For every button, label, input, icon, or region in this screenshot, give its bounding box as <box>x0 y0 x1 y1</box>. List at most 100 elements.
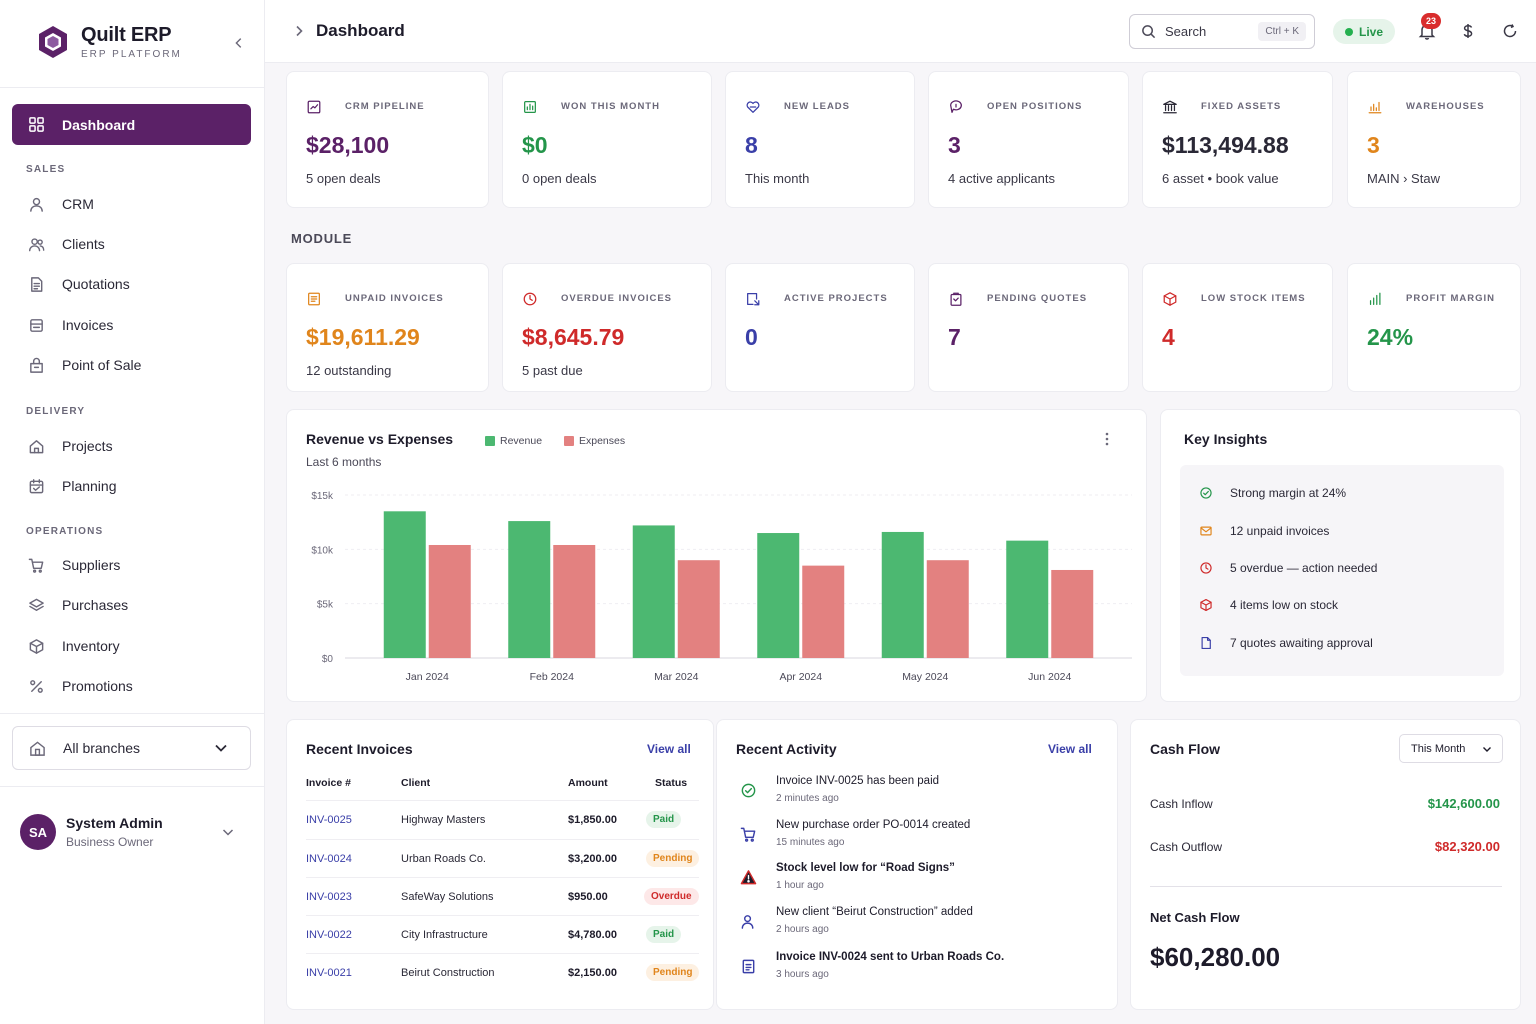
kpi-card-unpaid-invoices[interactable]: UNPAID INVOICES $19,611.29 12 outstanding <box>286 263 489 392</box>
sidebar-item-suppliers[interactable]: Suppliers <box>12 547 251 583</box>
kpi-label: PROFIT MARGIN <box>1406 293 1495 304</box>
kpi-card-warehouses[interactable]: WAREHOUSES 3 MAIN › Staw <box>1347 71 1521 208</box>
table-row[interactable]: INV-0025 Highway Masters $1,850.00 Paid <box>306 800 699 838</box>
activity-time: 1 hour ago <box>776 880 824 891</box>
invoices-view-all-link[interactable]: View all <box>647 742 691 756</box>
bar-expenses-1[interactable] <box>553 544 596 658</box>
sidebar-item-promotions[interactable]: Promotions <box>12 668 251 704</box>
collapse-sidebar-button[interactable] <box>230 36 248 54</box>
column-header-client: Client <box>401 777 431 789</box>
sidebar-item-planning[interactable]: Planning <box>12 468 251 504</box>
bar-revenue-3[interactable] <box>757 533 800 658</box>
table-row[interactable]: INV-0021 Beirut Construction $2,150.00 Pend… <box>306 953 700 991</box>
kpi-card-active-projects[interactable]: ACTIVE PROJECTS 0 <box>725 263 915 392</box>
legend-revenue[interactable]: Revenue <box>485 435 542 447</box>
branch-select[interactable]: All branches <box>12 726 251 770</box>
bar-revenue-4[interactable] <box>881 531 924 658</box>
insight-item[interactable]: 7 quotes awaiting approval <box>1198 633 1373 653</box>
kpi-card-overdue-invoices[interactable]: OVERDUE INVOICES $8,645.79 5 past due <box>502 263 712 392</box>
legend-label-expenses: Expenses <box>579 435 626 447</box>
activity-item[interactable]: Invoice INV-0024 sent to Urban Roads Co.… <box>736 951 1096 987</box>
kpi-card-new-leads[interactable]: NEW LEADS 8 This month <box>725 71 915 208</box>
x-tick-label: Feb 2024 <box>530 671 575 683</box>
table-row[interactable]: INV-0024 Urban Roads Co. $3,200.00 Pending <box>306 839 700 877</box>
bar-revenue-1[interactable] <box>508 521 551 658</box>
bar-expenses-2[interactable] <box>677 560 720 658</box>
bar-revenue-2[interactable] <box>632 525 675 658</box>
activity-item[interactable]: Stock level low for “Road Signs” 1 hour a… <box>736 862 1096 898</box>
invoice-client: SafeWay Solutions <box>401 891 494 903</box>
building-icon <box>28 739 46 757</box>
chevron-right-icon[interactable] <box>292 24 306 38</box>
kpi-card-low-stock-items[interactable]: LOW STOCK ITEMS 4 <box>1142 263 1333 392</box>
table-row[interactable]: INV-0022 City Infrastructure $4,780.00 Paid <box>306 915 699 953</box>
kpi-label: ACTIVE PROJECTS <box>784 293 888 304</box>
status-badge: Pending <box>646 964 700 981</box>
sidebar-item-projects[interactable]: Projects <box>12 428 251 464</box>
sidebar-item-clients[interactable]: Clients <box>12 226 251 262</box>
percent-icon <box>27 677 45 695</box>
sidebar-item-label: Quotations <box>62 276 130 292</box>
home-icon <box>27 437 45 455</box>
insight-item[interactable]: 4 items low on stock <box>1198 595 1338 615</box>
status-badge: Paid <box>646 926 682 943</box>
invoice-number[interactable]: INV-0024 <box>306 853 352 865</box>
sidebar-divider <box>0 786 265 787</box>
bar-expenses-3[interactable] <box>802 565 845 658</box>
insight-item[interactable]: 12 unpaid invoices <box>1198 521 1329 541</box>
bar-expenses-4[interactable] <box>926 560 969 658</box>
insight-item[interactable]: Strong margin at 24% <box>1198 483 1346 503</box>
kpi-value: 4 <box>1162 324 1175 350</box>
live-dot-icon <box>1344 27 1353 36</box>
kpi-sub: 6 asset • book value <box>1162 171 1279 186</box>
sidebar-item-invoices[interactable]: Invoices <box>12 307 251 343</box>
x-tick-label: Jan 2024 <box>406 671 449 683</box>
brand[interactable]: Quilt ERP ERP PLATFORM <box>38 24 182 60</box>
insight-text: Strong margin at 24% <box>1230 486 1347 500</box>
sidebar-item-crm[interactable]: CRM <box>12 186 251 222</box>
users-icon <box>27 235 45 253</box>
invoice-number[interactable]: INV-0023 <box>306 891 352 903</box>
sidebar-item-label: Dashboard <box>62 116 136 133</box>
activity-title: Recent Activity <box>736 741 837 757</box>
activity-item[interactable]: New purchase order PO-0014 created 15 min… <box>736 819 1096 855</box>
bar-expenses-0[interactable] <box>428 544 471 658</box>
kpi-card-fixed-assets[interactable]: FIXED ASSETS $113,494.88 6 asset • book va… <box>1142 71 1333 208</box>
x-tick-label: Jun 2024 <box>1028 671 1071 683</box>
invoice-number[interactable]: INV-0021 <box>306 967 352 979</box>
insights-title: Key Insights <box>1184 431 1268 447</box>
chart-menu-button[interactable] <box>1099 430 1115 448</box>
activity-view-all-link[interactable]: View all <box>1048 742 1092 756</box>
invoice-amount: $3,200.00 <box>568 853 617 865</box>
legend-expenses[interactable]: Expenses <box>564 435 625 447</box>
live-status-badge[interactable]: Live <box>1333 19 1395 44</box>
user-menu[interactable]: SA System Admin Business Owner <box>20 812 245 852</box>
kpi-card-open-positions[interactable]: OPEN POSITIONS 3 4 active applicants <box>928 71 1129 208</box>
kpi-card-pending-quotes[interactable]: PENDING QUOTES 7 <box>928 263 1129 392</box>
insight-item[interactable]: 5 overdue — action needed <box>1198 558 1377 578</box>
currency-button[interactable] <box>1459 22 1477 40</box>
cashflow-period-select[interactable]: This Month <box>1399 734 1503 763</box>
table-row[interactable]: INV-0023 SafeWay Solutions $950.00 Overdue <box>306 877 699 915</box>
invoice-number[interactable]: INV-0025 <box>306 814 352 826</box>
bar-revenue-5[interactable] <box>1006 540 1049 658</box>
sidebar-item-quotations[interactable]: Quotations <box>12 266 251 302</box>
kpi-value: $8,645.79 <box>522 324 625 350</box>
kpi-label: CRM PIPELINE <box>345 101 425 112</box>
bar-revenue-0[interactable] <box>383 511 426 658</box>
file-text-icon <box>27 275 45 293</box>
sidebar-item-dashboard[interactable]: Dashboard <box>12 104 251 145</box>
invoice-number[interactable]: INV-0022 <box>306 929 352 941</box>
activity-item[interactable]: Invoice INV-0025 has been paid 2 minutes … <box>736 775 1096 811</box>
search-input[interactable]: Search Ctrl + K <box>1129 14 1315 49</box>
top-header: Dashboard Search Ctrl + K Live 23 <box>265 0 1536 63</box>
bar-expenses-5[interactable] <box>1051 569 1094 658</box>
kpi-card-won-this-month[interactable]: WON THIS MONTH $0 0 open deals <box>502 71 712 208</box>
refresh-button[interactable] <box>1501 22 1519 40</box>
sidebar-item-point-of-sale[interactable]: Point of Sale <box>12 347 251 383</box>
kpi-card-crm-pipeline[interactable]: CRM PIPELINE $28,100 5 open deals <box>286 71 489 208</box>
sidebar-item-inventory[interactable]: Inventory <box>12 628 251 664</box>
activity-item[interactable]: New client “Beirut Construction” added 2 … <box>736 906 1096 942</box>
sidebar-item-purchases[interactable]: Purchases <box>12 587 251 623</box>
kpi-card-profit-margin[interactable]: PROFIT MARGIN 24% <box>1347 263 1521 392</box>
